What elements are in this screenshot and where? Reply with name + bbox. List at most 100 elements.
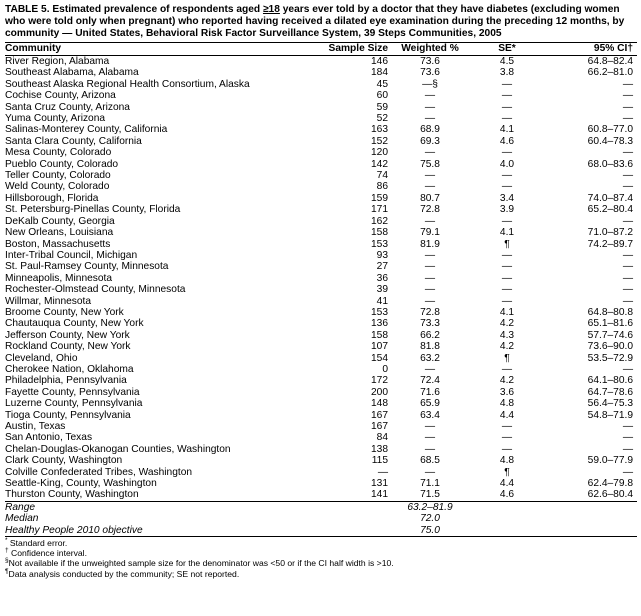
cell-se: 4.5 xyxy=(499,56,515,67)
footnote: ¶Data analysis conducted by the communit… xyxy=(5,567,637,579)
cell-se: 4.0 xyxy=(499,158,515,170)
cell-ci xyxy=(542,500,637,514)
cell-se: 4.6 xyxy=(499,489,515,501)
cell-se: — xyxy=(501,215,513,227)
table-row: Inter-Tribal Council, Michigan 93 — — — xyxy=(5,250,637,261)
cell-se: 4.4 xyxy=(499,409,515,421)
cell-se: — xyxy=(501,101,513,113)
cell-ci: 71.0–87.2 xyxy=(587,227,633,239)
cell-community: Pueblo County, Colorado xyxy=(5,158,119,170)
cell-se: 4.2 xyxy=(499,375,515,387)
cell-community: Salinas-Monterey County, California xyxy=(5,124,168,136)
cell-community: Seattle-King, County, Washington xyxy=(5,478,157,490)
table-row: Hillsborough, Florida 159 80.7 3.4 74.0–87.4 xyxy=(5,193,637,204)
cell-se: — xyxy=(501,261,513,273)
cell-weighted: 73.3 xyxy=(420,318,440,330)
prevalence-table: Community Sample Size Weighted % SE* 95%… xyxy=(5,42,637,538)
table-row: Santa Clara County, California 152 69.3 4.6… xyxy=(5,136,637,147)
table-row: DeKalb County, Georgia 162 — — — xyxy=(5,216,637,227)
header-ci: 95% CI† xyxy=(542,42,637,56)
cell-sample-size xyxy=(305,513,388,524)
cell-sample-size: 154 xyxy=(371,352,388,364)
table-row: Mesa County, Colorado 120 — — — xyxy=(5,147,637,158)
cell-sample-size: 115 xyxy=(371,455,388,467)
cell-se xyxy=(472,500,542,514)
cell-sample-size: 131 xyxy=(371,478,388,490)
cell-community: Southeast Alabama, Alabama xyxy=(5,67,139,79)
cell-community: Fayette County, Pennsylvania xyxy=(5,386,140,398)
cell-se: — xyxy=(501,363,513,375)
cell-community: Cleveland, Ohio xyxy=(5,352,78,364)
cell-sample-size: — xyxy=(377,466,388,478)
cell-se: — xyxy=(501,181,513,193)
cell-ci: — xyxy=(622,90,633,102)
cell-sample-size: 159 xyxy=(371,192,388,204)
cell-community: DeKalb County, Georgia xyxy=(5,215,115,227)
cell-se: — xyxy=(501,249,513,261)
cell-ci: 68.0–83.6 xyxy=(587,158,633,170)
footnote: † Confidence interval. xyxy=(5,548,637,559)
cell-sample-size: 39 xyxy=(376,284,388,296)
document: TABLE 5. Estimated prevalence of respond… xyxy=(5,4,637,579)
cell-se: 4.1 xyxy=(499,227,515,239)
cell-community: Inter-Tribal Council, Michigan xyxy=(5,249,138,261)
cell-community: Luzerne County, Pennsylvania xyxy=(5,398,143,410)
cell-ci: — xyxy=(622,181,633,193)
cell-ci: — xyxy=(622,363,633,375)
cell-se: 4.2 xyxy=(499,318,515,330)
cell-se: 3.6 xyxy=(499,386,515,398)
cell-community: Philadelphia, Pennsylvania xyxy=(5,375,127,387)
cell-se xyxy=(472,524,542,538)
cell-sample-size: 138 xyxy=(371,443,388,455)
cell-se: ¶ xyxy=(504,352,510,364)
cell-sample-size: 107 xyxy=(371,341,388,353)
cell-ci: 73.6–90.0 xyxy=(587,341,633,353)
footnote-text: Confidence interval. xyxy=(8,548,87,559)
cell-se: 3.4 xyxy=(499,192,515,204)
cell-community: Thurston County, Washington xyxy=(5,489,139,501)
cell-ci: — xyxy=(622,432,633,444)
cell-sample-size: 52 xyxy=(376,113,388,125)
cell-sample-size: 200 xyxy=(371,386,388,398)
cell-ci: — xyxy=(622,284,633,296)
cell-sample-size: 158 xyxy=(371,329,388,341)
table-row: St. Petersburg-Pinellas County, Florida 1… xyxy=(5,204,637,215)
cell-community: Cochise County, Arizona xyxy=(5,90,116,102)
table-row: Austin, Texas 167 — — — xyxy=(5,421,637,432)
cell-ci: 60.4–78.3 xyxy=(587,135,633,147)
cell-sample-size: 59 xyxy=(376,101,388,113)
footnote-text: Data analysis conducted by the community… xyxy=(8,568,240,579)
table-row: Salinas-Monterey County, California 163 68… xyxy=(5,124,637,135)
cell-se: 4.8 xyxy=(499,398,515,410)
table-row: Jefferson County, New York 158 66.2 4.3 57.7… xyxy=(5,330,637,341)
cell-ci: 60.8–77.0 xyxy=(587,124,633,136)
cell-ci: — xyxy=(622,261,633,273)
cell-ci: — xyxy=(622,215,633,227)
cell-ci: — xyxy=(622,101,633,113)
cell-weighted: 71.1 xyxy=(420,478,440,490)
cell-ci: — xyxy=(622,170,633,182)
cell-weighted: — xyxy=(424,272,436,284)
cell-community: Broome County, New York xyxy=(5,306,124,318)
cell-se: 4.6 xyxy=(499,135,515,147)
cell-se: 4.1 xyxy=(499,124,515,136)
cell-community: Southeast Alaska Regional Health Consort… xyxy=(5,78,250,90)
table-row: Tioga County, Pennsylvania 167 63.4 4.4 54.8… xyxy=(5,410,637,421)
table-row: Cochise County, Arizona 60 — — — xyxy=(5,90,637,101)
cell-weighted: 68.9 xyxy=(420,124,440,136)
table-row: Cherokee Nation, Oklahoma 0 — — — xyxy=(5,364,637,375)
cell-ci: 62.4–79.8 xyxy=(587,478,633,490)
table-row: Chautauqua County, New York 136 73.3 4.2 65.… xyxy=(5,318,637,329)
cell-ci: — xyxy=(622,272,633,284)
cell-se: — xyxy=(501,90,513,102)
footnote-mark: ¶ xyxy=(5,567,9,575)
table-row: Rockland County, New York 107 81.8 4.2 73.6–… xyxy=(5,341,637,352)
cell-sample-size: 60 xyxy=(376,90,388,102)
cell-weighted: 66.2 xyxy=(420,329,440,341)
cell-sample-size: 93 xyxy=(376,249,388,261)
cell-weighted: 72.8 xyxy=(420,306,440,318)
cell-community: Hillsborough, Florida xyxy=(5,192,99,204)
cell-weighted: 73.6 xyxy=(420,67,440,79)
header-weighted: Weighted % xyxy=(388,42,472,56)
cell-weighted: — xyxy=(424,215,436,227)
